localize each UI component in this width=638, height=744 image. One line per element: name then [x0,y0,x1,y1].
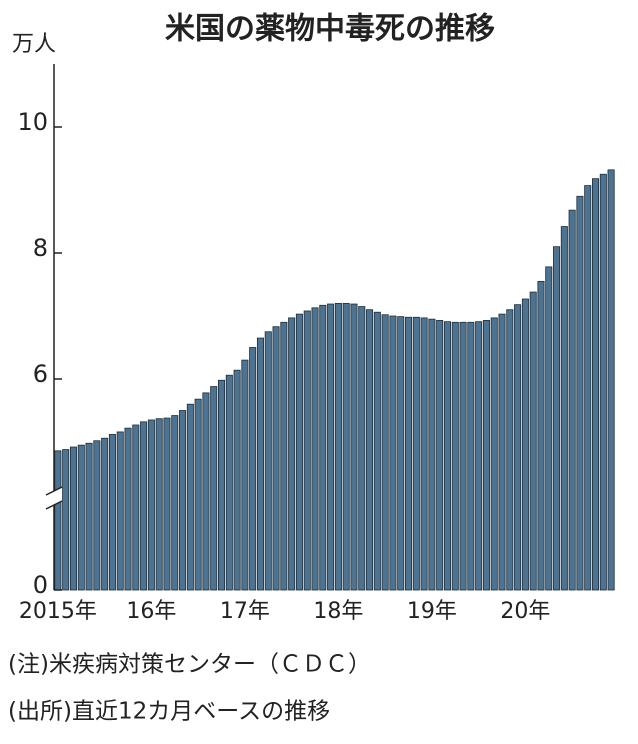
bar [389,315,397,591]
bar [132,424,140,591]
axis-break-line [45,500,63,510]
bar [186,403,194,591]
chart-title: 米国の薬物中毒死の推移 [165,12,495,47]
bar [436,320,444,591]
bar [303,310,311,591]
bar [62,449,70,591]
bar [194,398,202,591]
y-tick-label: 6 [33,360,48,388]
bar [514,304,522,591]
bar [506,309,514,591]
bar [163,417,171,591]
bar [147,419,155,591]
bar [467,321,475,591]
bar [537,280,545,591]
bar [264,331,272,591]
axis-break-line [45,486,63,496]
bar [553,246,561,591]
bar [592,178,600,591]
bar [350,303,358,591]
bar [218,379,226,591]
bar [412,316,420,591]
bar [155,418,163,591]
bar [576,195,584,591]
bar [280,321,288,591]
y-unit: 万人 [12,32,56,57]
bar [545,266,553,591]
bar [93,440,101,591]
bar [498,313,506,591]
bar [459,321,467,591]
bar [475,321,483,591]
bar [77,444,85,591]
bar [202,392,210,591]
bar [373,311,381,591]
bar [288,317,296,591]
x-tick-label: 16年 [126,599,176,624]
bar [101,437,109,591]
bar [482,320,490,591]
note: (出所)直近12カ月ベースの推移 [8,699,330,725]
bar [529,291,537,591]
x-tick-label: 20年 [500,599,550,624]
bar [54,450,62,591]
y-tick-label: 10 [17,108,48,136]
bar [599,173,607,591]
bar [140,421,148,591]
bar [490,317,498,591]
bar [69,446,77,591]
bar [124,427,132,591]
bar [607,169,615,591]
bar [334,302,342,591]
bar [225,374,233,591]
bar [85,442,93,591]
x-tick-label: 18年 [313,599,363,624]
bar [521,298,529,591]
bar [560,226,568,591]
bar [366,309,374,591]
bar [568,209,576,591]
bar [171,415,179,591]
bar [311,307,319,591]
bar [108,434,116,591]
bar [342,302,350,591]
x-tick-label: 2015年 [19,599,97,624]
bar [179,410,187,591]
x-tick-label: 19年 [407,599,457,624]
bar [443,321,451,591]
y-tick-label: 0 [33,571,48,599]
bar [233,369,241,591]
bar [584,185,592,591]
y-tick-label: 8 [33,234,48,262]
bar [327,303,335,591]
bar [319,304,327,591]
bar [272,326,280,591]
note: (注)米疾病対策センター（ＣＤＣ） [8,652,371,678]
bar [116,431,124,591]
bar [451,321,459,591]
bar [241,359,249,591]
bar [249,347,257,591]
axis-break [46,487,62,509]
bar [381,314,389,591]
bar [405,316,413,591]
bar [256,337,264,591]
bar [428,318,436,591]
bar [397,316,405,591]
x-tick-label: 17年 [220,599,270,624]
bar [210,386,218,591]
bar [295,313,303,591]
bar [420,317,428,591]
bar [358,306,366,591]
